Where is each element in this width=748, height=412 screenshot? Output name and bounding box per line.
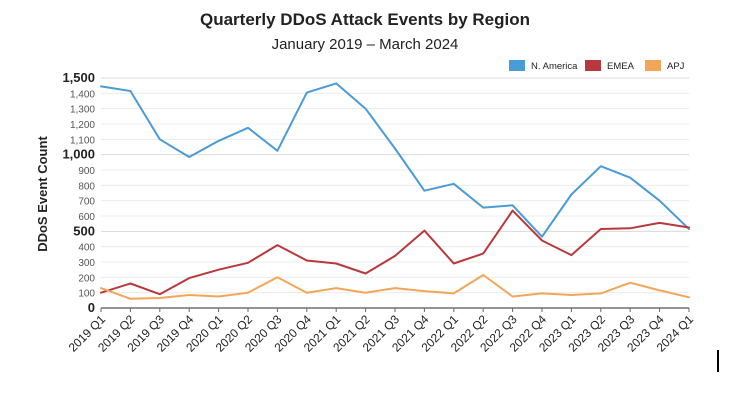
- y-tick-label: 1,300: [70, 105, 95, 116]
- y-tick-label: 1,500: [62, 70, 95, 85]
- series-line-apj: [100, 274, 690, 300]
- legend-label: APJ: [667, 61, 685, 72]
- y-tick-label: 600: [78, 212, 95, 223]
- text-cursor: [717, 350, 719, 372]
- y-tick-label: 200: [78, 273, 95, 284]
- legend: N. America EMEA APJ: [509, 60, 685, 72]
- legend-swatch: [645, 60, 661, 71]
- y-axis-label: DDoS Event Count: [35, 136, 50, 252]
- y-tick-label: 700: [78, 197, 95, 208]
- chart-subtitle: January 2019 – March 2024: [271, 36, 459, 53]
- series-line-emea: [100, 209, 690, 296]
- legend-label: EMEA: [607, 61, 635, 72]
- y-tick-label: 0: [88, 300, 95, 315]
- chart-title: Quarterly DDoS Attack Events by Region: [199, 10, 530, 29]
- gridlines: [101, 77, 689, 294]
- y-tick-label: 100: [78, 289, 95, 300]
- y-tick-label: 1,200: [70, 120, 95, 131]
- legend-swatch: [585, 60, 601, 71]
- y-tick-label: 1,100: [70, 135, 95, 146]
- series-line-n-america: [100, 82, 690, 238]
- series-lines: [100, 82, 690, 300]
- y-tick-label: 500: [73, 223, 95, 238]
- legend-label: N. America: [531, 61, 578, 72]
- y-tick-label: 300: [78, 258, 95, 269]
- y-tick-label: 1,000: [62, 147, 95, 162]
- y-tick-label: 400: [78, 243, 95, 254]
- y-tick-label: 800: [78, 181, 95, 192]
- y-tick-label: 900: [78, 166, 95, 177]
- y-tick-label: 1,400: [70, 89, 95, 100]
- legend-swatch: [509, 60, 525, 71]
